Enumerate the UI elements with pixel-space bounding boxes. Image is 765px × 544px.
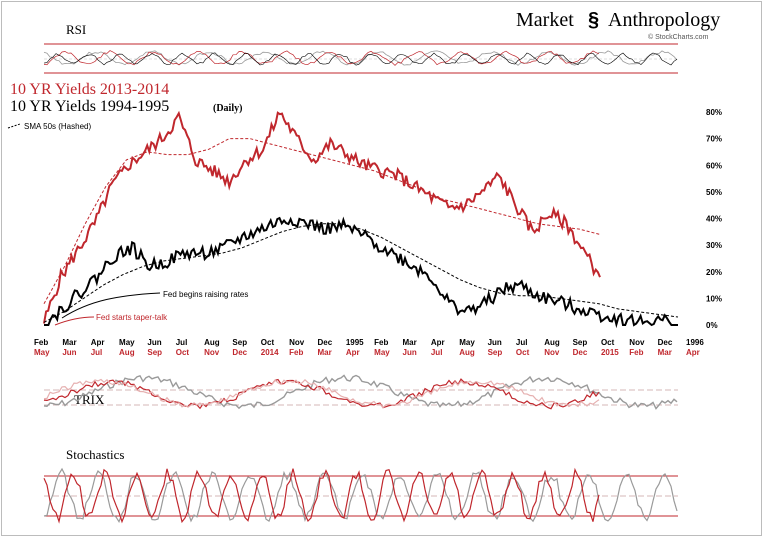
annotation-leader-black bbox=[61, 292, 161, 319]
x-tick-label-red: Sep bbox=[147, 348, 162, 357]
x-axis-labels: Feb Mar Apr May Jun Jul Aug Sep Oct Nov Dec 1995 Feb… bbox=[34, 338, 704, 357]
x-tick-label-black: Jul bbox=[516, 338, 528, 347]
outer-border bbox=[1, 1, 762, 536]
title-black: 10 YR Yields 1994-1995 bbox=[10, 98, 169, 115]
x-tick-label-black: Apr bbox=[91, 338, 105, 347]
x-tick-label-red: Sep bbox=[488, 348, 503, 357]
annotation-fed-taper: Fed starts taper-talk bbox=[96, 313, 168, 322]
brand-right: Anthropology bbox=[608, 9, 720, 31]
series-line bbox=[44, 216, 678, 329]
x-tick-label-red: Mar bbox=[658, 348, 672, 357]
x-tick-label-black: 1995 bbox=[346, 338, 364, 347]
x-tick-label-black: Jun bbox=[488, 338, 502, 347]
x-tick-label-red: Jul bbox=[431, 348, 443, 357]
y-tick-label: 20% bbox=[706, 268, 722, 277]
title-black-suffix: (Daily) bbox=[213, 103, 242, 114]
x-tick-label-black: Aug bbox=[544, 338, 560, 347]
x-tick-label-black: Oct bbox=[261, 338, 275, 347]
brand-left: Market bbox=[516, 9, 574, 31]
x-tick-label-red: Jul bbox=[91, 348, 103, 357]
x-tick-label-red: Aug bbox=[119, 348, 135, 357]
y-tick-label: 30% bbox=[706, 241, 722, 250]
x-tick-label-red: Apr bbox=[686, 348, 700, 357]
stochastics-panel: Stochastics bbox=[43, 447, 678, 524]
indicator-line bbox=[43, 467, 600, 524]
indicator-line bbox=[43, 378, 600, 409]
x-tick-label-black: Feb bbox=[374, 338, 388, 347]
x-tick-label-red: 2015 bbox=[601, 348, 619, 357]
x-tick-label-black: Dec bbox=[317, 338, 332, 347]
indicator-line bbox=[43, 50, 600, 66]
x-tick-label-red: Nov bbox=[544, 348, 560, 357]
y-tick-label: 0% bbox=[706, 321, 718, 330]
series-line bbox=[43, 138, 601, 304]
x-tick-label-black: Apr bbox=[431, 338, 445, 347]
annotation-leader-red bbox=[54, 316, 95, 326]
stochastics-label: Stochastics bbox=[66, 447, 125, 462]
x-tick-label-red: Mar bbox=[317, 348, 331, 357]
y-tick-label: 80% bbox=[706, 108, 722, 117]
indicator-line bbox=[43, 52, 678, 66]
x-tick-label-black: Oct bbox=[601, 338, 615, 347]
x-tick-label-red: Jun bbox=[62, 348, 76, 357]
x-tick-label-red: Aug bbox=[459, 348, 475, 357]
x-tick-label-red: 2014 bbox=[261, 348, 279, 357]
y-tick-label: 50% bbox=[706, 188, 722, 197]
brand-logo-icon: § bbox=[588, 9, 599, 31]
annotation-fed-raising: Fed begins raising rates bbox=[163, 290, 248, 299]
x-tick-label-black: Nov bbox=[629, 338, 645, 347]
x-tick-label-black: Jul bbox=[176, 338, 188, 347]
y-tick-label: 70% bbox=[706, 135, 722, 144]
title-red: 10 YR Yields 2013-2014 bbox=[10, 81, 169, 98]
x-tick-label-black: May bbox=[459, 338, 475, 347]
indicator-line bbox=[43, 467, 678, 524]
trix-panel: TRIX bbox=[43, 374, 678, 410]
x-tick-label-black: May bbox=[119, 338, 135, 347]
x-tick-label-red: May bbox=[34, 348, 50, 357]
x-tick-label-black: Dec bbox=[658, 338, 673, 347]
x-tick-label-black: Aug bbox=[204, 338, 220, 347]
sma-legend-swatch bbox=[7, 123, 21, 129]
x-tick-label-red: Feb bbox=[289, 348, 303, 357]
main-plot bbox=[43, 110, 679, 329]
x-tick-label-black: 1996 bbox=[686, 338, 704, 347]
x-tick-label-red: Dec bbox=[573, 348, 588, 357]
x-tick-label-black: Mar bbox=[62, 338, 76, 347]
x-tick-label-black: Jun bbox=[147, 338, 161, 347]
y-tick-label: 10% bbox=[706, 294, 722, 303]
series-line bbox=[43, 110, 601, 324]
source-credit: © StockCharts.com bbox=[648, 33, 709, 41]
series-line bbox=[43, 223, 679, 323]
y-tick-label: 40% bbox=[706, 215, 722, 224]
x-tick-label-red: Oct bbox=[516, 348, 530, 357]
x-tick-label-black: Sep bbox=[232, 338, 247, 347]
x-tick-label-red: Nov bbox=[204, 348, 220, 357]
x-tick-label-black: Mar bbox=[403, 338, 417, 347]
rsi-panel: RSI bbox=[43, 22, 678, 74]
x-tick-label-black: Feb bbox=[34, 338, 48, 347]
x-tick-label-red: Apr bbox=[346, 348, 360, 357]
x-tick-label-red: Jun bbox=[403, 348, 417, 357]
x-tick-label-red: Dec bbox=[232, 348, 247, 357]
x-tick-label-black: Nov bbox=[289, 338, 305, 347]
x-tick-label-black: Sep bbox=[573, 338, 588, 347]
y-axis-ticks: 0% 10% 20% 30% 40% 50% 60% 70% 80% bbox=[706, 108, 722, 330]
indicator-line bbox=[43, 374, 678, 410]
x-tick-label-red: Feb bbox=[629, 348, 643, 357]
rsi-label: RSI bbox=[66, 22, 86, 37]
y-tick-label: 60% bbox=[706, 161, 722, 170]
x-tick-label-red: Oct bbox=[176, 348, 190, 357]
x-tick-label-red: May bbox=[374, 348, 390, 357]
sma-legend-label: SMA 50s (Hashed) bbox=[24, 122, 91, 131]
